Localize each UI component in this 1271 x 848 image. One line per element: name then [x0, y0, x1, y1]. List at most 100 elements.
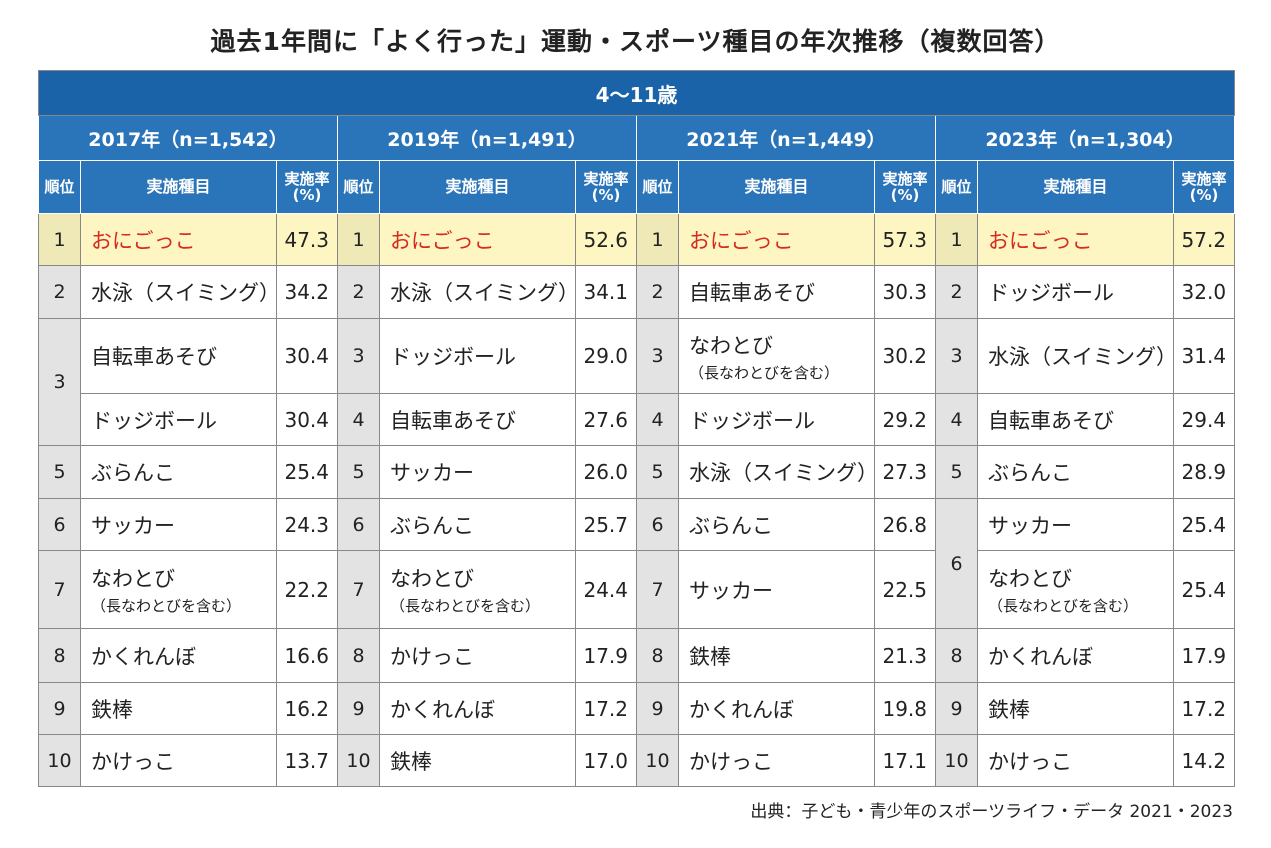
sport-label: なわとび	[91, 567, 175, 591]
sport-name: ぶらんこ	[977, 445, 1174, 499]
sport-label: ぶらんこ	[91, 461, 175, 485]
rank: 8	[935, 628, 978, 683]
sport-label: かけっこ	[689, 749, 773, 774]
rank: 9	[337, 682, 380, 735]
sport-label: 自転車あそび	[988, 408, 1114, 433]
rank: 8	[636, 628, 679, 683]
rate: 29.2	[874, 393, 936, 446]
rate: 57.2	[1172, 213, 1236, 266]
rate: 17.9	[575, 628, 637, 683]
column-header: 実施種目	[379, 160, 576, 214]
sport-label: 鉄棒	[390, 749, 432, 774]
ranking-table: 4〜11歳 2017年（n=1,542） 2019年（n=1,491） 2021年（n…	[37, 70, 1236, 787]
column-header: 実施種目	[977, 160, 1174, 214]
sport-name: 水泳（スイミング）	[379, 265, 579, 319]
sport-name: ぶらんこ	[678, 498, 875, 551]
sport-label: 水泳（スイミング）	[988, 345, 1177, 369]
sport-name: かけっこ	[80, 734, 277, 787]
sport-label: サッカー	[91, 513, 175, 538]
rank: 9	[38, 682, 81, 735]
sport-label: ぶらんこ	[390, 513, 474, 538]
rate: 30.2	[874, 318, 936, 394]
rate: 30.4	[276, 393, 338, 446]
rank: 7	[38, 550, 81, 629]
sport-label: かくれんぼ	[689, 697, 794, 722]
sport-name: おにごっこ	[80, 213, 277, 266]
year-header: 2019年（n=1,491）	[337, 115, 637, 161]
sport-name: かけっこ	[678, 734, 875, 787]
rank: 10	[935, 734, 978, 787]
data-row: 7 なわとび （長なわとびを含む） 22.2 7 なわとび （長なわとびを含む） 24.4 7 サ…	[38, 550, 1236, 629]
sport-label: なわとび	[988, 567, 1072, 591]
rank: 1	[636, 213, 679, 266]
sport-name: サッカー	[80, 498, 277, 551]
sport-label: おにごっこ	[988, 228, 1093, 253]
rate: 31.4	[1172, 318, 1236, 394]
sport-label: サッカー	[689, 578, 773, 603]
data-row: 2 水泳（スイミング） 34.2 2 水泳（スイミング） 34.1 2 自転車あそび 30.3 2…	[38, 265, 1236, 319]
sport-name: かくれんぼ	[379, 682, 576, 735]
year-header: 2017年（n=1,542）	[38, 115, 338, 161]
column-header: 順位	[636, 160, 679, 214]
rank: 4	[935, 393, 978, 446]
rank: 10	[38, 734, 81, 787]
column-header: 順位	[935, 160, 978, 214]
column-header: 実施種目	[80, 160, 277, 214]
source: 出典：子ども・青少年のスポーツライフ・データ 2021・2023	[750, 802, 1233, 822]
sport-name: なわとび （長なわとびを含む）	[977, 550, 1174, 629]
sport-name: 水泳（スイミング）	[80, 265, 280, 319]
sport-name: かくれんぼ	[80, 628, 277, 683]
sport-name: ドッジボール	[379, 318, 576, 394]
sport-label: かけっこ	[988, 749, 1072, 774]
rate: 29.0	[575, 318, 637, 394]
rate: 19.8	[874, 682, 936, 735]
data-row: ドッジボール 30.4 4 自転車あそび 27.6 4 ドッジボール 29.2 4 自転車あそび 2…	[39, 393, 1236, 446]
rank: 7	[337, 550, 380, 629]
rate: 25.4	[1172, 550, 1236, 629]
sport-name: 鉄棒	[678, 628, 875, 683]
sport-name: なわとび （長なわとびを含む）	[678, 318, 875, 394]
rank: 8	[337, 628, 380, 683]
rank: 6	[337, 498, 380, 551]
rate: 25.4	[1172, 498, 1236, 551]
sport-name: かくれんぼ	[977, 628, 1174, 683]
sport-name: なわとび （長なわとびを含む）	[379, 550, 576, 629]
sport-name: 自転車あそび	[678, 265, 875, 319]
rate: 29.4	[1172, 393, 1236, 446]
sport-label: サッカー	[988, 513, 1072, 538]
sport-label: ぶらんこ	[689, 513, 773, 538]
data-row: 1 おにごっこ 47.3 1 おにごっこ 52.6 1 おにごっこ 57.3 1 おにごっこ 57.2	[38, 213, 1236, 266]
sport-name: 鉄棒	[379, 734, 576, 787]
rate: 30.3	[874, 265, 936, 319]
sport-label: かくれんぼ	[91, 644, 196, 669]
sport-name: 鉄棒	[80, 682, 277, 735]
sport-name: 自転車あそび	[80, 318, 277, 394]
sport-label: サッカー	[390, 461, 474, 485]
rate: 17.1	[874, 734, 936, 787]
rate: 32.0	[1172, 265, 1236, 319]
sport-name: 自転車あそび	[379, 393, 576, 446]
column-header: 実施率(%)	[1172, 160, 1236, 214]
rate: 25.7	[575, 498, 637, 551]
rank: 5	[337, 445, 380, 499]
rank: 6	[38, 498, 81, 551]
rate: 30.4	[276, 318, 338, 394]
rank: 2	[38, 265, 81, 319]
year-header: 2021年（n=1,449）	[636, 115, 936, 161]
sport-label: ドッジボール	[390, 345, 516, 369]
sport-name: なわとび （長なわとびを含む）	[80, 550, 277, 629]
rank: 5	[636, 445, 679, 499]
rate: 26.8	[874, 498, 936, 551]
rate: 57.3	[874, 213, 936, 266]
rank: 8	[38, 628, 81, 683]
sport-label: かけっこ	[390, 644, 474, 669]
data-row: 10 かけっこ 13.7 10 鉄棒 17.0 10 かけっこ 17.1 10 かけっこ 14.2	[38, 734, 1236, 787]
sport-name: 水泳（スイミング）	[678, 445, 878, 499]
rank: 1	[38, 213, 81, 266]
rank: 10	[337, 734, 380, 787]
rate: 34.1	[575, 265, 637, 319]
title: 過去1年間に「よく行った」運動・スポーツ種目の年次推移（複数回答）	[210, 27, 1061, 56]
sport-label: 水泳（スイミング）	[390, 281, 579, 305]
rate: 17.0	[575, 734, 637, 787]
column-header: 順位	[38, 160, 81, 214]
